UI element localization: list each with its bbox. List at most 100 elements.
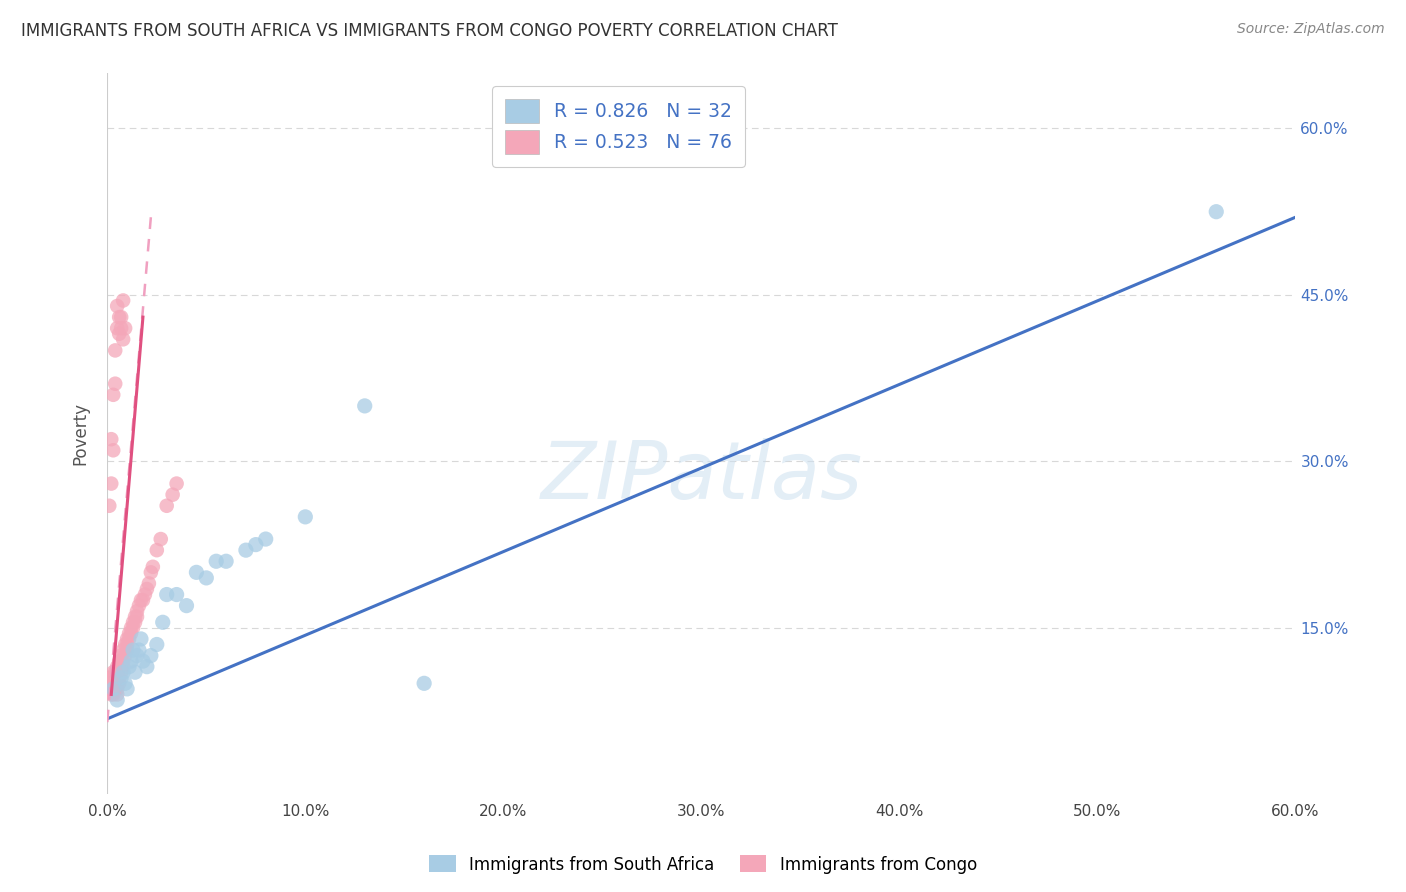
Point [114, 638, 136, 652]
Point [110, 310, 132, 325]
Point [104, 376, 127, 391]
Point [146, 638, 169, 652]
Point [103, 388, 125, 402]
Point [108, 659, 131, 673]
Point [105, 676, 128, 690]
Point [100, 432, 122, 446]
Point [132, 593, 155, 607]
Point [294, 509, 316, 524]
Point [125, 604, 148, 618]
Point [100, 476, 122, 491]
Point [108, 654, 131, 668]
Legend: Immigrants from South Africa, Immigrants from Congo: Immigrants from South Africa, Immigrants… [420, 847, 986, 882]
Point [139, 566, 162, 580]
Point [114, 321, 136, 335]
Point [98, 499, 121, 513]
Point [254, 532, 277, 546]
Point [166, 476, 188, 491]
Point [103, 676, 125, 690]
Point [353, 399, 375, 413]
Point [104, 671, 127, 685]
Point [125, 609, 148, 624]
Point [108, 326, 131, 341]
Point [205, 554, 228, 568]
Point [122, 643, 145, 657]
Point [120, 626, 142, 640]
Point [118, 632, 141, 646]
Point [128, 599, 150, 613]
Point [103, 665, 125, 680]
Point [139, 648, 162, 663]
Point [105, 688, 128, 702]
Point [135, 659, 157, 673]
Point [100, 681, 122, 696]
Point [125, 648, 148, 663]
Y-axis label: Poverty: Poverty [72, 402, 89, 465]
Point [98, 681, 121, 696]
Point [105, 681, 128, 696]
Point [110, 321, 132, 335]
Point [195, 571, 218, 585]
Point [108, 310, 131, 325]
Point [112, 654, 135, 668]
Point [110, 654, 132, 668]
Point [104, 665, 127, 680]
Point [128, 643, 150, 657]
Point [413, 676, 436, 690]
Point [100, 676, 122, 690]
Point [108, 671, 131, 685]
Point [103, 681, 125, 696]
Point [129, 593, 152, 607]
Text: ZIPatlas: ZIPatlas [540, 438, 862, 516]
Point [108, 676, 131, 690]
Point [112, 332, 135, 346]
Point [112, 659, 135, 673]
Point [100, 671, 122, 685]
Point [100, 688, 122, 702]
Point [98, 676, 121, 690]
Point [142, 559, 165, 574]
Point [122, 615, 145, 630]
Point [124, 615, 146, 630]
Point [112, 643, 135, 657]
Point [156, 499, 179, 513]
Text: IMMIGRANTS FROM SOUTH AFRICA VS IMMIGRANTS FROM CONGO POVERTY CORRELATION CHART: IMMIGRANTS FROM SOUTH AFRICA VS IMMIGRAN… [21, 22, 838, 40]
Point [103, 681, 125, 696]
Point [120, 654, 142, 668]
Point [105, 659, 128, 673]
Point [110, 671, 132, 685]
Point [105, 665, 128, 680]
Point [112, 665, 135, 680]
Point [134, 588, 156, 602]
Point [120, 621, 142, 635]
Point [1205, 204, 1227, 219]
Point [114, 676, 136, 690]
Point [103, 671, 125, 685]
Point [104, 676, 127, 690]
Point [162, 488, 184, 502]
Point [118, 626, 141, 640]
Point [149, 532, 172, 546]
Point [124, 609, 146, 624]
Point [235, 543, 257, 558]
Point [118, 659, 141, 673]
Point [105, 693, 128, 707]
Point [110, 659, 132, 673]
Point [98, 671, 121, 685]
Point [152, 615, 174, 630]
Point [146, 543, 169, 558]
Point [176, 599, 198, 613]
Point [104, 681, 127, 696]
Point [135, 582, 157, 596]
Point [105, 321, 128, 335]
Point [132, 654, 155, 668]
Text: Source: ZipAtlas.com: Source: ZipAtlas.com [1237, 22, 1385, 37]
Point [186, 566, 208, 580]
Point [110, 648, 132, 663]
Point [103, 443, 125, 458]
Point [103, 688, 125, 702]
Point [115, 643, 138, 657]
Point [115, 681, 138, 696]
Point [156, 588, 179, 602]
Point [129, 632, 152, 646]
